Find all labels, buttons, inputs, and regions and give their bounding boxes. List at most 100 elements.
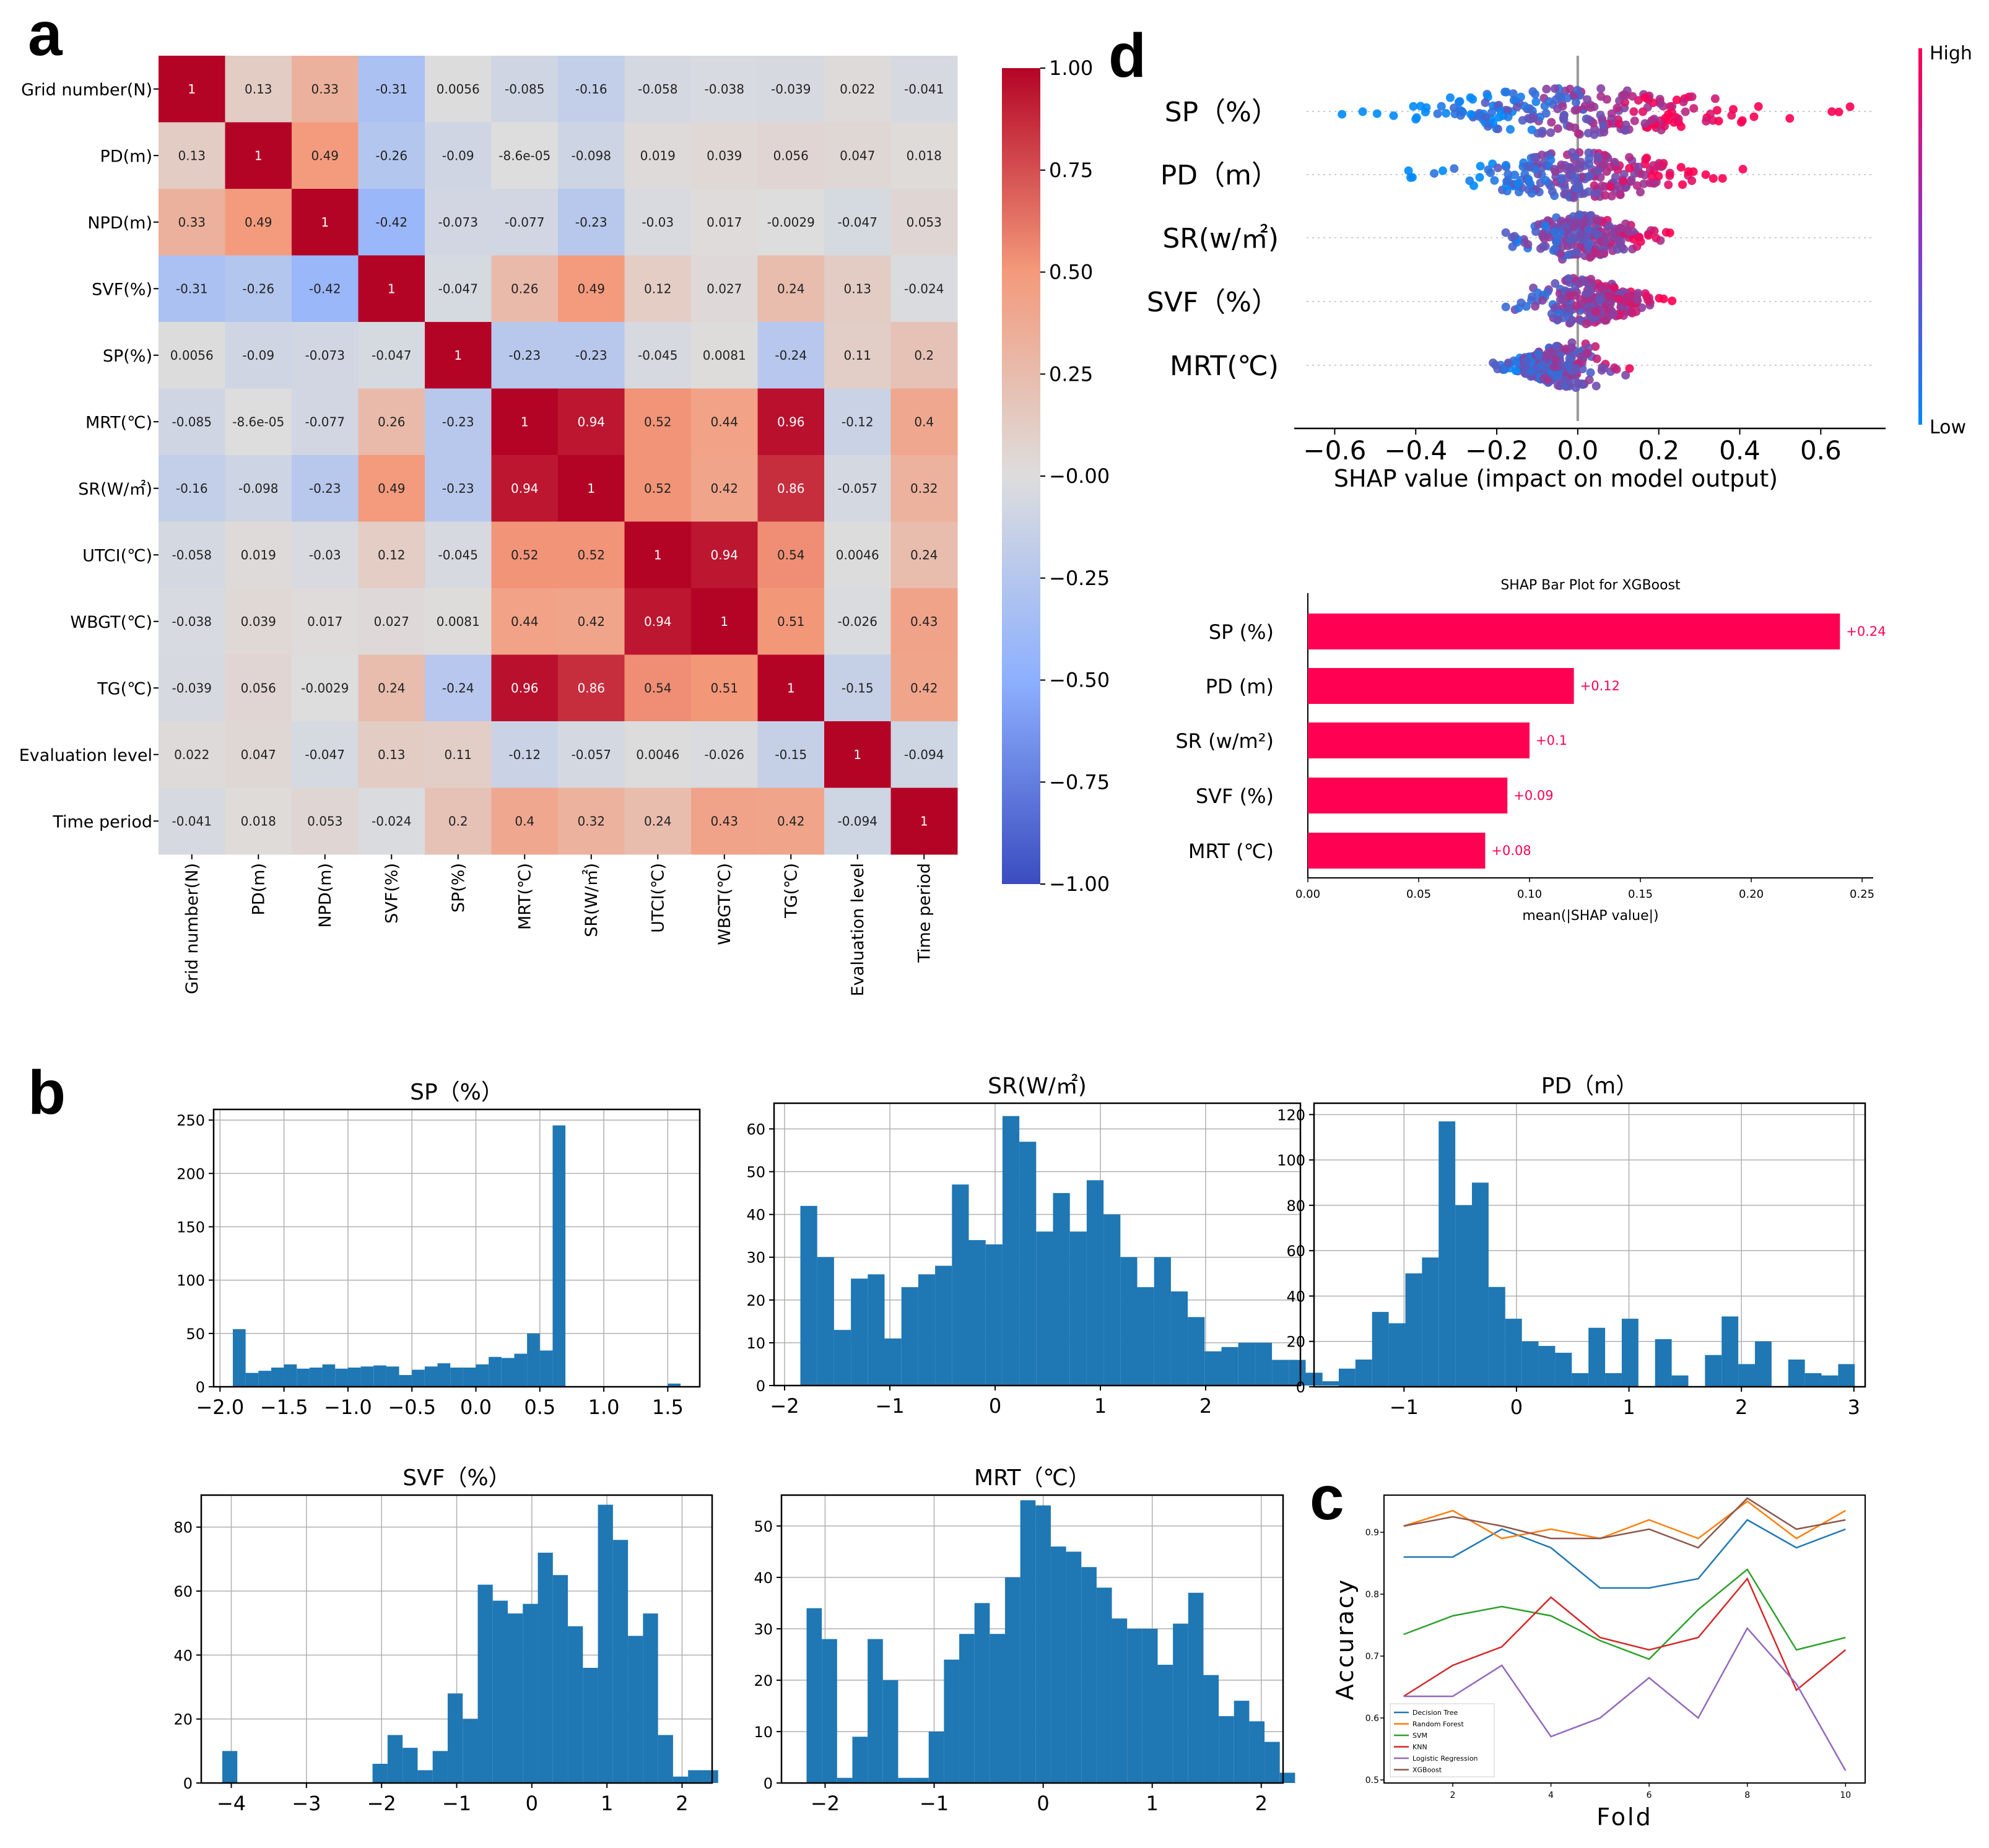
heatmap-cell bbox=[890, 122, 958, 189]
shap-point bbox=[1596, 92, 1606, 101]
heatmap-cell-value: -0.098 bbox=[238, 481, 278, 496]
histogram-bar bbox=[935, 1265, 952, 1386]
heatmap-cell bbox=[491, 255, 559, 323]
heatmap-cell-value: 1 bbox=[454, 348, 462, 363]
heatmap-cell bbox=[757, 56, 825, 123]
bar-category-label: SP (%) bbox=[1209, 620, 1274, 644]
histogram-bar bbox=[1388, 1323, 1406, 1387]
shap-point bbox=[1358, 107, 1367, 116]
histogram-bar bbox=[852, 1737, 868, 1783]
y-tick-label: 40 bbox=[173, 1647, 193, 1664]
heatmap-cell bbox=[358, 787, 425, 855]
heatmap-cell-value: 0.42 bbox=[910, 680, 938, 695]
heatmap-cell-value: 0.54 bbox=[644, 680, 672, 695]
shap-point bbox=[1571, 363, 1580, 373]
shap-point bbox=[1643, 295, 1653, 305]
histogram-bar bbox=[232, 1329, 246, 1387]
y-tick-label: 200 bbox=[176, 1165, 205, 1182]
shap-point bbox=[1599, 363, 1609, 373]
heatmap-cell-value: 0.12 bbox=[378, 547, 406, 562]
y-tick-label: 0.5 bbox=[1365, 1776, 1379, 1785]
histogram-bar bbox=[1605, 1373, 1622, 1387]
shap-point bbox=[1604, 221, 1614, 230]
shap-point bbox=[1591, 381, 1601, 391]
heatmap-cell bbox=[358, 122, 425, 189]
shap-point bbox=[1738, 116, 1747, 125]
legend-label: SVM bbox=[1412, 1732, 1427, 1740]
heatmap-cell-value: 0.13 bbox=[245, 82, 272, 97]
histogram-bar bbox=[1069, 1231, 1087, 1386]
shap-point bbox=[1598, 284, 1607, 293]
heatmap-cell-value: 1 bbox=[787, 680, 795, 695]
heatmap-cell bbox=[358, 255, 425, 323]
histogram-bar bbox=[990, 1634, 1005, 1783]
shap-point bbox=[1576, 157, 1585, 167]
shap-point bbox=[1593, 216, 1602, 225]
shap-point bbox=[1416, 102, 1425, 111]
shap-point bbox=[1490, 176, 1499, 185]
heatmap-col-label: Time period bbox=[915, 863, 934, 963]
heatmap-cell bbox=[292, 654, 359, 722]
colorbar bbox=[1002, 68, 1040, 884]
heatmap-cell bbox=[624, 787, 692, 855]
heatmap-cell bbox=[292, 521, 359, 589]
heatmap-cell-value: 0.52 bbox=[577, 547, 605, 562]
shap-point bbox=[1560, 189, 1569, 199]
colorbar-tick-label: 1.00 bbox=[1049, 56, 1093, 80]
shap-point bbox=[1738, 165, 1747, 174]
heatmap-cell-value: 0.42 bbox=[710, 481, 738, 496]
histogram-bar bbox=[1188, 1592, 1204, 1783]
heatmap-cell-value: -0.23 bbox=[575, 348, 607, 363]
heatmap-cell-value: 0.018 bbox=[241, 813, 276, 828]
heatmap-cell-value: 0.24 bbox=[777, 281, 805, 296]
y-tick-label: 40 bbox=[754, 1569, 773, 1587]
heatmap-cell bbox=[159, 721, 225, 788]
shap-point bbox=[1647, 116, 1656, 125]
x-tick-label: 10 bbox=[1840, 1790, 1851, 1800]
heatmap-cell bbox=[691, 56, 758, 123]
series-line bbox=[1403, 1626, 1847, 1771]
heatmap-cell-value: -0.24 bbox=[775, 348, 807, 363]
heatmap-cell bbox=[558, 521, 625, 589]
shap-point bbox=[1616, 190, 1625, 199]
histogram-bar bbox=[672, 1776, 689, 1783]
shap-point bbox=[1596, 110, 1605, 119]
shap-point bbox=[1586, 286, 1595, 295]
histogram-bar bbox=[309, 1367, 323, 1387]
shap-point bbox=[1565, 84, 1575, 93]
y-tick-label: 30 bbox=[746, 1249, 765, 1267]
heatmap-cell-value: 0.0081 bbox=[703, 348, 746, 363]
histogram-bar bbox=[583, 1668, 598, 1783]
heatmap-cell bbox=[159, 787, 225, 855]
heatmap-cell-value: 1 bbox=[255, 148, 263, 163]
histogram-bar bbox=[1804, 1373, 1822, 1387]
heatmap-cell bbox=[225, 122, 292, 189]
heatmap-cell bbox=[890, 388, 958, 456]
shap-point bbox=[1727, 111, 1736, 120]
histogram-bar bbox=[539, 1350, 553, 1387]
heatmap-cell-value: 0.053 bbox=[907, 215, 942, 230]
histogram-bar bbox=[1036, 1231, 1053, 1386]
heatmap-cell bbox=[890, 56, 958, 123]
shap-point bbox=[1553, 124, 1562, 133]
histogram-bar bbox=[360, 1366, 374, 1387]
heatmap-cell-value: 0.24 bbox=[644, 813, 672, 828]
heatmap-cell bbox=[890, 322, 958, 389]
heatmap-cell-value: 0.26 bbox=[511, 281, 539, 296]
shap-point bbox=[1785, 114, 1795, 123]
shap-point bbox=[1621, 98, 1629, 107]
shap-point bbox=[1649, 161, 1658, 170]
heatmap-cell bbox=[425, 255, 492, 323]
heatmap-cell-value: 1 bbox=[720, 614, 728, 629]
colorbar-tick-label: −0.00 bbox=[1049, 464, 1110, 488]
heatmap-cell-value: -0.26 bbox=[242, 281, 274, 296]
heatmap-cell-value: -0.058 bbox=[172, 547, 212, 562]
heatmap-cell-value: 0.027 bbox=[707, 281, 742, 296]
legend-label: Decision Tree bbox=[1412, 1709, 1458, 1717]
x-tick-label: 2 bbox=[1199, 1394, 1212, 1418]
shap-point bbox=[1528, 292, 1537, 301]
shap-point bbox=[1591, 342, 1600, 351]
x-tick-label: 1 bbox=[601, 1792, 613, 1815]
histogram-bar bbox=[552, 1125, 566, 1387]
shap-point bbox=[1614, 294, 1623, 303]
